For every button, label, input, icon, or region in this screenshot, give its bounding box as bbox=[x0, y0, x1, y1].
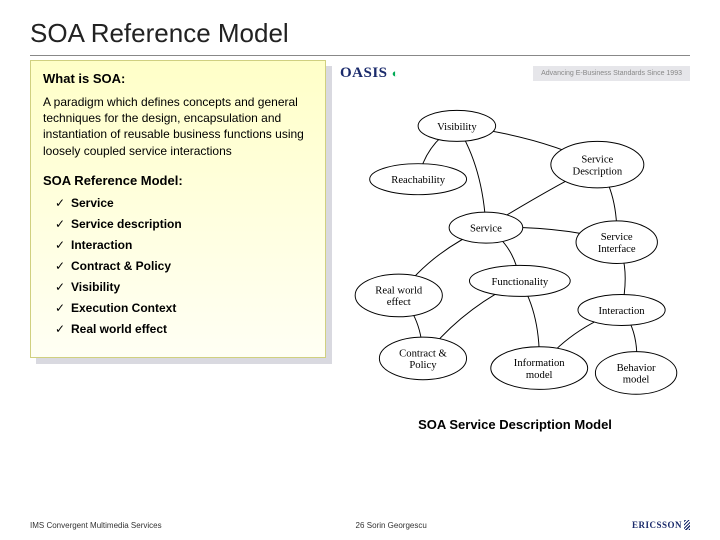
list-item: Interaction bbox=[55, 238, 313, 252]
page-title: SOA Reference Model bbox=[30, 18, 690, 49]
oasis-tagline: Advancing E-Business Standards Since 199… bbox=[533, 66, 690, 81]
svg-text:Interface: Interface bbox=[598, 244, 636, 255]
svg-text:Interaction: Interaction bbox=[599, 306, 646, 317]
svg-text:model: model bbox=[623, 375, 650, 386]
svg-text:Real world: Real world bbox=[375, 286, 423, 297]
what-heading: What is SOA: bbox=[43, 71, 313, 86]
svg-text:Contract &: Contract & bbox=[399, 348, 447, 359]
list-item: Execution Context bbox=[55, 301, 313, 315]
footer: IMS Convergent Multimedia Services 26 So… bbox=[30, 520, 690, 530]
list-item: Visibility bbox=[55, 280, 313, 294]
svg-text:Service: Service bbox=[470, 224, 502, 235]
columns: What is SOA: A paradigm which defines co… bbox=[30, 60, 690, 432]
what-body: A paradigm which defines concepts and ge… bbox=[43, 94, 313, 159]
svg-text:Reachability: Reachability bbox=[391, 175, 445, 186]
model-heading: SOA Reference Model: bbox=[43, 173, 313, 188]
svg-text:model: model bbox=[526, 370, 553, 381]
svg-text:Policy: Policy bbox=[409, 360, 437, 371]
svg-text:Information: Information bbox=[514, 358, 566, 369]
footer-left: IMS Convergent Multimedia Services bbox=[30, 521, 162, 530]
list-item: Service bbox=[55, 196, 313, 210]
panel-shadow: What is SOA: A paradigm which defines co… bbox=[30, 60, 326, 358]
svg-text:Behavior: Behavior bbox=[617, 363, 656, 374]
svg-text:Functionality: Functionality bbox=[491, 277, 548, 288]
svg-text:Service: Service bbox=[581, 155, 613, 166]
svg-text:Service: Service bbox=[601, 232, 633, 243]
oasis-header: OASIS ◐ Advancing E-Business Standards S… bbox=[340, 60, 690, 86]
divider bbox=[30, 55, 690, 56]
oasis-logo: OASIS ◐ bbox=[340, 65, 399, 82]
svg-text:Description: Description bbox=[573, 166, 623, 177]
diagram-caption: SOA Service Description Model bbox=[340, 417, 690, 432]
svg-text:effect: effect bbox=[387, 297, 411, 308]
diagram: VisibilityReachabilityServiceDescription… bbox=[340, 92, 690, 402]
footer-page: 26 bbox=[356, 521, 365, 530]
ericsson-logo: ERICSSON bbox=[632, 520, 690, 530]
list-item: Service description bbox=[55, 217, 313, 231]
footer-right: Sorin Georgescu bbox=[367, 521, 427, 530]
model-checklist: Service Service description Interaction … bbox=[43, 196, 313, 336]
ericsson-bars-icon bbox=[684, 520, 690, 530]
svg-text:Visibility: Visibility bbox=[437, 122, 477, 133]
content-panel: What is SOA: A paradigm which defines co… bbox=[30, 60, 326, 358]
list-item: Contract & Policy bbox=[55, 259, 313, 273]
slide: SOA Reference Model What is SOA: A parad… bbox=[0, 0, 720, 540]
right-column: OASIS ◐ Advancing E-Business Standards S… bbox=[340, 60, 690, 432]
list-item: Real world effect bbox=[55, 322, 313, 336]
left-column: What is SOA: A paradigm which defines co… bbox=[30, 60, 326, 432]
